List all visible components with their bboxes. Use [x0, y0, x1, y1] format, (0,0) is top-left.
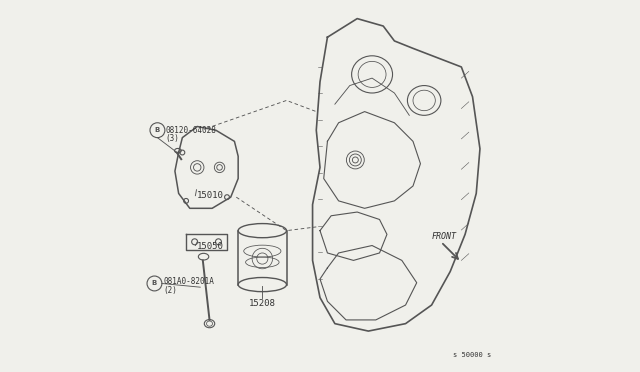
Text: FRONT: FRONT: [431, 232, 456, 241]
Text: 081A0-8201A: 081A0-8201A: [163, 278, 214, 286]
Text: s 50000 s: s 50000 s: [453, 352, 491, 358]
Text: 15050: 15050: [196, 242, 223, 251]
Text: B: B: [155, 127, 160, 133]
Text: (3): (3): [166, 134, 179, 143]
Text: 15010: 15010: [196, 191, 223, 200]
Text: B: B: [152, 280, 157, 286]
Text: (2): (2): [163, 286, 177, 295]
Text: 08120-64028: 08120-64028: [166, 126, 216, 135]
Text: 15208: 15208: [250, 299, 276, 308]
